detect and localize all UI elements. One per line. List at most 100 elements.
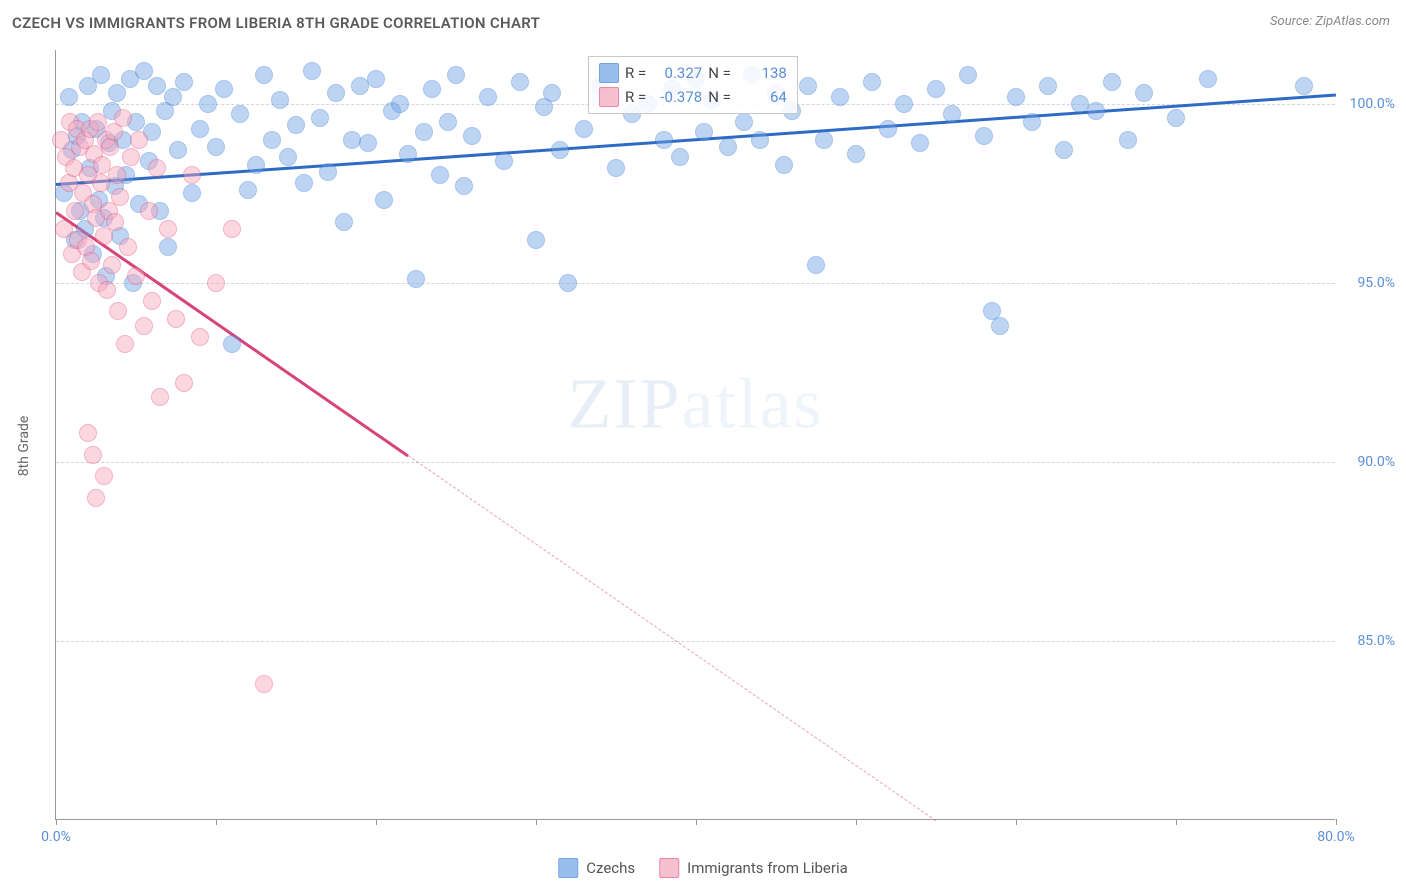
data-point <box>159 238 177 256</box>
watermark: ZIPatlas <box>568 362 824 445</box>
data-point <box>911 134 929 152</box>
legend-row-liberia: R = -0.378 N = 64 <box>599 85 787 109</box>
data-point <box>223 335 241 353</box>
data-point <box>959 66 977 84</box>
legend-n-value-liberia: 64 <box>737 85 787 109</box>
data-point <box>87 489 105 507</box>
data-point <box>103 256 121 274</box>
data-point <box>391 95 409 113</box>
data-point <box>84 446 102 464</box>
data-point <box>1167 109 1185 127</box>
data-point <box>447 66 465 84</box>
data-point <box>159 220 177 238</box>
legend-swatch-czechs <box>599 63 619 83</box>
data-point <box>295 174 313 192</box>
legend-swatch-liberia <box>599 87 619 107</box>
data-point <box>239 181 257 199</box>
data-point <box>575 120 593 138</box>
legend-n-value-czechs: 138 <box>737 61 787 85</box>
data-point <box>927 80 945 98</box>
data-point <box>719 138 737 156</box>
data-point <box>82 252 100 270</box>
data-point <box>751 131 769 149</box>
data-point <box>943 105 961 123</box>
xtick <box>536 819 537 825</box>
data-point <box>95 467 113 485</box>
data-point <box>399 145 417 163</box>
legend-r-value-liberia: -0.378 <box>652 85 702 109</box>
xtick <box>1176 819 1177 825</box>
data-point <box>479 88 497 106</box>
data-point <box>311 109 329 127</box>
bottom-legend-label-liberia: Immigrants from Liberia <box>687 859 848 877</box>
data-point <box>455 177 473 195</box>
data-point <box>303 62 321 80</box>
bottom-legend-czechs: Czechs <box>558 858 635 878</box>
data-point <box>1135 84 1153 102</box>
data-point <box>527 231 545 249</box>
data-point <box>148 159 166 177</box>
gridline <box>56 462 1335 463</box>
data-point <box>116 335 134 353</box>
legend-r-value-czechs: 0.327 <box>652 61 702 85</box>
data-point <box>695 123 713 141</box>
plot-area: ZIPatlas 85.0%90.0%95.0%100.0%0.0%80.0% <box>55 50 1335 820</box>
data-point <box>79 424 97 442</box>
data-point <box>109 302 127 320</box>
data-point <box>831 88 849 106</box>
data-point <box>1007 88 1025 106</box>
gridline <box>56 283 1335 284</box>
data-point <box>343 131 361 149</box>
data-point <box>108 166 126 184</box>
data-point <box>169 141 187 159</box>
data-point <box>175 73 193 91</box>
xtick-label: 80.0% <box>1317 829 1355 845</box>
data-point <box>559 274 577 292</box>
ytick-label: 95.0% <box>1357 275 1395 291</box>
data-point <box>207 274 225 292</box>
ytick-label: 85.0% <box>1357 633 1395 649</box>
data-point <box>799 77 817 95</box>
data-point <box>279 148 297 166</box>
legend-n-label: N = <box>708 61 731 85</box>
data-point <box>191 120 209 138</box>
legend-n-label: N = <box>708 85 731 109</box>
data-point <box>431 166 449 184</box>
data-point <box>359 134 377 152</box>
data-point <box>108 84 126 102</box>
y-axis-label: 8th Grade <box>16 416 32 477</box>
data-point <box>607 159 625 177</box>
data-point <box>1055 141 1073 159</box>
legend-r-label: R = <box>625 85 646 109</box>
data-point <box>807 256 825 274</box>
chart-title: CZECH VS IMMIGRANTS FROM LIBERIA 8TH GRA… <box>12 14 540 32</box>
xtick-label: 0.0% <box>41 829 71 845</box>
legend-row-czechs: R = 0.327 N = 138 <box>599 61 787 85</box>
data-point <box>271 91 289 109</box>
data-point <box>879 120 897 138</box>
legend-r-label: R = <box>625 61 646 85</box>
data-point <box>287 116 305 134</box>
data-point <box>415 123 433 141</box>
data-point <box>327 84 345 102</box>
data-point <box>135 317 153 335</box>
data-point <box>215 80 233 98</box>
data-point <box>671 148 689 166</box>
data-point <box>167 310 185 328</box>
data-point <box>1199 70 1217 88</box>
xtick <box>1336 819 1337 825</box>
data-point <box>89 113 107 131</box>
data-point <box>223 220 241 238</box>
data-point <box>130 131 148 149</box>
data-point <box>847 145 865 163</box>
xtick <box>1016 819 1017 825</box>
data-point <box>60 88 78 106</box>
data-point <box>247 156 265 174</box>
data-point <box>375 191 393 209</box>
correlation-legend: R = 0.327 N = 138 R = -0.378 N = 64 <box>588 56 798 114</box>
data-point <box>52 131 70 149</box>
data-point <box>66 202 84 220</box>
data-point <box>1103 73 1121 91</box>
data-point <box>543 84 561 102</box>
data-point <box>119 238 137 256</box>
